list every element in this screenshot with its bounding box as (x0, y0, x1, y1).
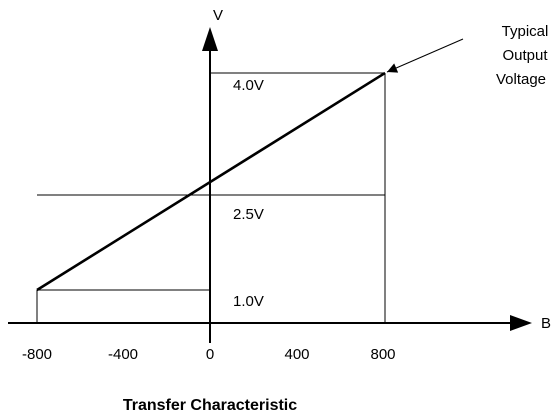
y-axis-arrow-icon (202, 27, 218, 51)
x-tick-label: 800 (370, 346, 395, 363)
x-axis-arrow-icon (510, 315, 532, 331)
annotation-line-1: Typical (502, 23, 549, 40)
series-line (36, 71, 386, 292)
annotation-line-3: Voltage (496, 71, 546, 88)
x-tick-label: 0 (206, 346, 214, 363)
annotation-line-2: Output (502, 47, 548, 64)
x-tick-label: -400 (108, 346, 138, 363)
ref-level-label-mid: 2.5V (233, 206, 264, 223)
x-tick-label: -800 (22, 346, 52, 363)
ref-level-label-low: 1.0V (233, 293, 264, 310)
annotation-arrow-line (386, 38, 464, 73)
y-axis-label: V (213, 7, 223, 24)
x-axis-label: B (Gauss) (541, 315, 556, 332)
x-tick-label: 400 (284, 346, 309, 363)
ref-level-label-high: 4.0V (233, 77, 264, 94)
chart-title: Transfer Characteristic (123, 397, 297, 414)
